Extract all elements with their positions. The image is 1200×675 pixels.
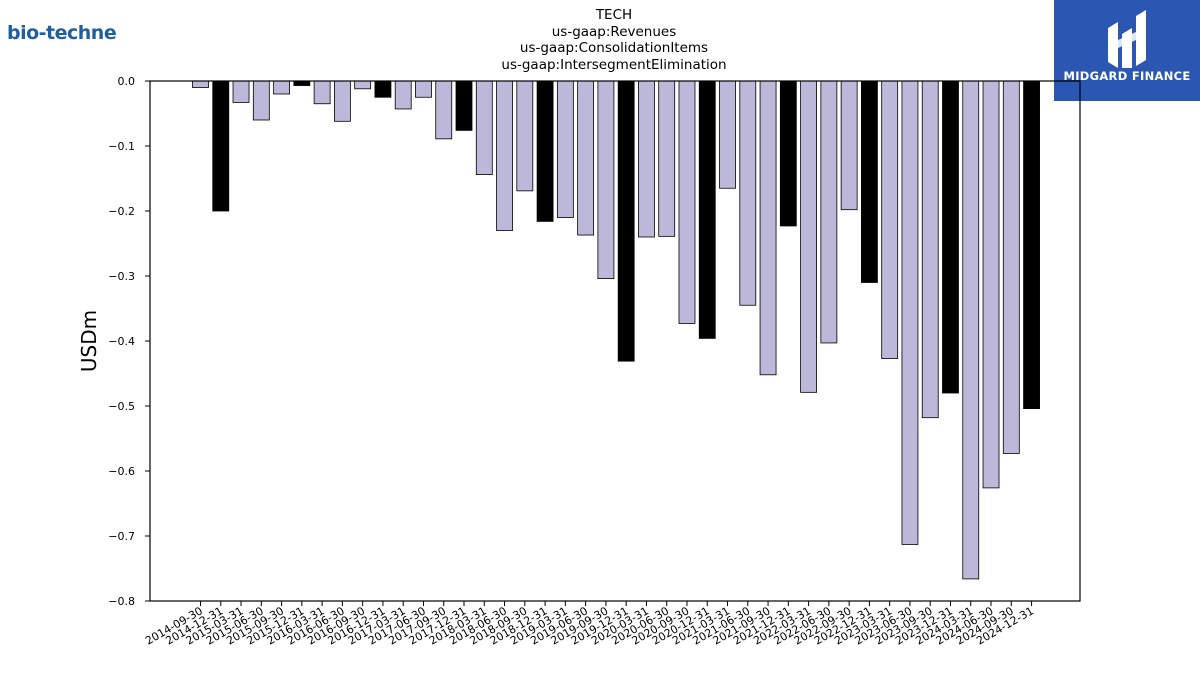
bar-2019-06-30 (577, 80, 595, 236)
bar-2016-06-30 (333, 80, 351, 122)
bar-2019-12-31 (617, 80, 635, 362)
bar-2024-12-31 (1023, 80, 1040, 410)
bar-2014-12-31 (212, 80, 230, 212)
bar-2024-09-30 (1002, 80, 1020, 454)
bar-2018-12-31 (536, 80, 554, 222)
y-tick-label: −0.2 (108, 205, 135, 218)
title-line-concept: us-gaap:Revenues (551, 23, 677, 40)
bar-2019-09-30 (597, 80, 615, 280)
bar-2022-03-31 (800, 80, 817, 393)
bar-2023-09-30 (921, 80, 939, 419)
bar-2018-03-31 (475, 80, 493, 175)
y-tick-label: −0.6 (108, 465, 135, 478)
bar-2019-03-31 (556, 80, 574, 218)
bar-2014-09-30 (192, 80, 209, 88)
y-tick-label: −0.7 (108, 530, 135, 543)
bar-2024-06-30 (982, 80, 1000, 489)
bar-2015-03-31 (232, 80, 250, 103)
bar-2021-12-31 (779, 80, 797, 227)
bar-2017-03-31 (394, 80, 412, 110)
y-axis: 0.0 −0.1 −0.2 −0.3 −0.4 −0.5 −0.6 −0.7 −0.8 (108, 75, 150, 608)
y-axis-label: USDm (77, 310, 101, 372)
bar-2016-12-31 (374, 80, 392, 98)
bar-2021-06-30 (739, 80, 757, 306)
bar-2024-03-31 (962, 80, 980, 580)
bar-2020-06-30 (658, 80, 676, 237)
chart-title: TECH us-gaap:Revenues us-gaap:Consolidat… (414, 7, 814, 73)
y-tick-label: −0.1 (108, 140, 135, 153)
y-tick-label: −0.8 (108, 595, 135, 608)
y-tick-label: −0.5 (108, 400, 135, 413)
title-line-axis: us-gaap:ConsolidationItems (519, 40, 709, 56)
bar-2021-09-30 (759, 80, 777, 376)
plot-frame (149, 80, 1081, 602)
bar-2015-12-31 (293, 80, 311, 86)
y-tick-label: 0.0 (118, 75, 136, 88)
bar-2020-09-30 (678, 80, 696, 324)
bar-2023-03-31 (881, 80, 899, 359)
bar-2017-06-30 (415, 80, 432, 98)
bar-2022-12-31 (861, 80, 878, 283)
midgard-mark-icon (1108, 10, 1146, 68)
bar-2015-06-30 (252, 80, 270, 121)
bar-2018-09-30 (516, 80, 534, 192)
bar-2020-03-31 (638, 80, 655, 238)
bar-2023-12-31 (942, 80, 959, 394)
x-axis: 2014-09-302014-12-312015-03-312015-06-30… (143, 601, 1036, 648)
bar-2016-09-30 (354, 80, 372, 90)
bar-2015-09-30 (273, 80, 290, 95)
y-tick-label: −0.4 (108, 335, 135, 348)
bar-2021-03-31 (719, 80, 736, 189)
bar-2018-06-30 (496, 80, 513, 231)
bar-2020-12-31 (698, 80, 716, 339)
midgard-finance-logo: MIDGARD FINANCE (1054, 0, 1200, 101)
y-tick-label: −0.3 (108, 270, 135, 283)
bars-group (192, 80, 1040, 580)
brand-name: MIDGARD FINANCE (1063, 69, 1191, 83)
bar-2023-06-30 (901, 80, 919, 545)
title-line-ticker: TECH (595, 7, 633, 23)
bar-2016-03-31 (313, 80, 331, 105)
title-line-member: us-gaap:IntersegmentElimination (501, 56, 727, 73)
bio-techne-logo: bio-techne (7, 22, 117, 44)
bar-2022-09-30 (840, 80, 858, 211)
bar-2017-09-30 (435, 80, 453, 140)
bar-2022-06-30 (820, 80, 838, 344)
bar-2017-12-31 (455, 80, 473, 131)
